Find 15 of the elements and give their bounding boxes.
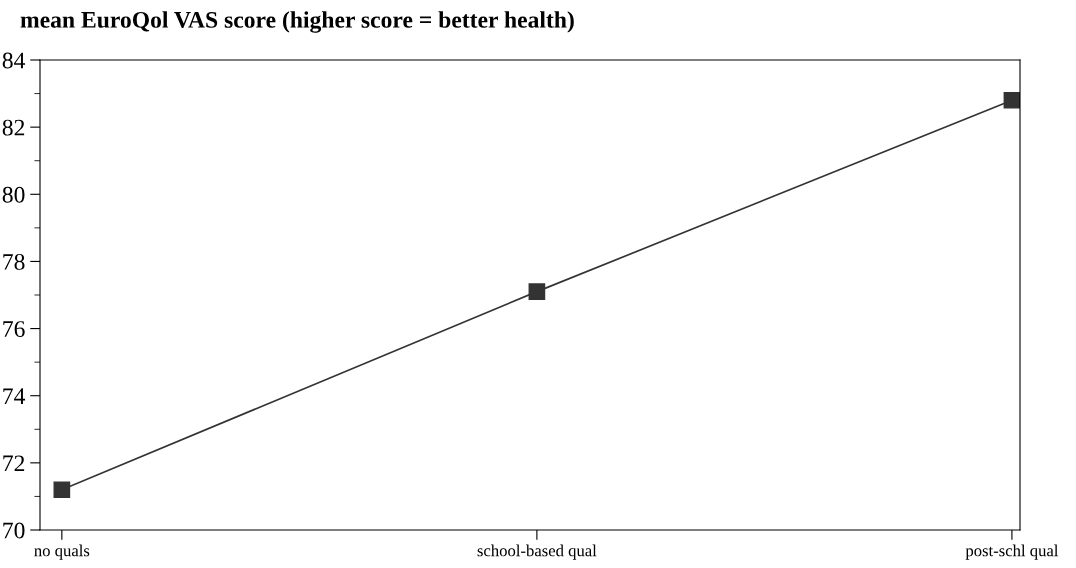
point [528,283,546,300]
point [53,481,71,499]
y-tick-label: 78 [3,253,25,270]
y-tick-label: 76 [3,321,25,337]
y-tick-label: 72 [3,455,25,472]
x-tick-label: school-based qual [477,544,597,560]
y-tick-label: 70 [3,522,25,539]
y-tick-label: 74 [3,388,26,404]
chart-title: mean EuroQol VAS score (higher score = better health) [20,11,574,33]
x-tick-label: no quals [34,544,90,560]
y-tick-label: 80 [2,186,25,203]
y-tick-label: 84 [2,52,26,69]
y-tick-label: 82 [2,119,25,136]
point [1003,91,1020,109]
x-tick-label: post-schl qual [965,544,1059,560]
